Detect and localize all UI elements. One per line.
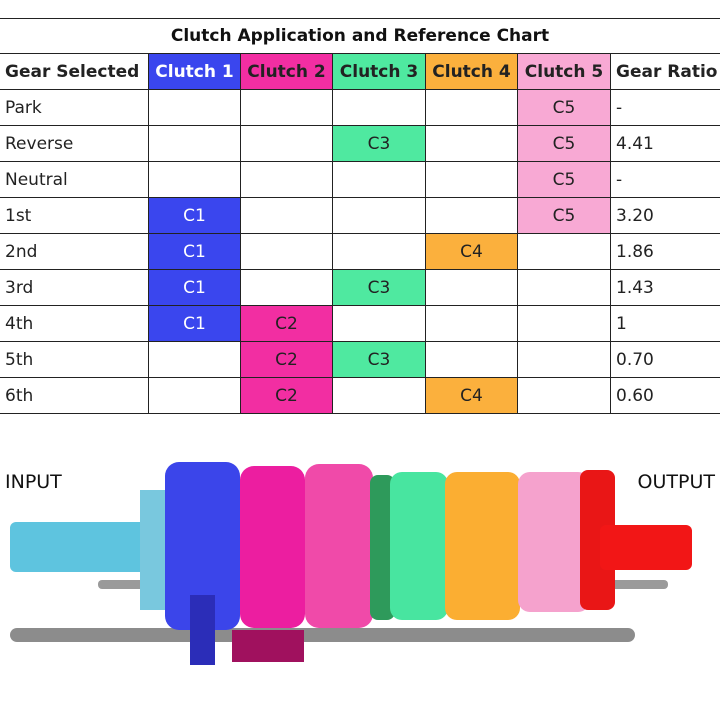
table-cell: C1 bbox=[149, 198, 241, 234]
table-cell bbox=[333, 198, 426, 234]
table-cell bbox=[149, 378, 241, 414]
rod bbox=[10, 628, 635, 642]
header-cell: Clutch 4 bbox=[426, 54, 518, 90]
table-cell bbox=[149, 162, 241, 198]
header-cell: Clutch 2 bbox=[241, 54, 333, 90]
table-cell: C5 bbox=[518, 162, 611, 198]
table-cell: 1 bbox=[611, 306, 720, 342]
table-cell: C2 bbox=[241, 342, 333, 378]
table-cell bbox=[426, 126, 518, 162]
clutch-2a bbox=[240, 466, 305, 628]
table-cell bbox=[333, 90, 426, 126]
clutch-5 bbox=[518, 472, 590, 612]
table-cell: 0.60 bbox=[611, 378, 720, 414]
table-cell: C3 bbox=[333, 342, 426, 378]
header-cell: Gear Selected bbox=[0, 54, 149, 90]
table-cell: 1.43 bbox=[611, 270, 720, 306]
table-cell: 4.41 bbox=[611, 126, 720, 162]
table-cell: C4 bbox=[426, 234, 518, 270]
table-cell: 3.20 bbox=[611, 198, 720, 234]
table-cell bbox=[518, 342, 611, 378]
table-cell bbox=[333, 378, 426, 414]
table-cell: C5 bbox=[518, 198, 611, 234]
table-cell bbox=[241, 126, 333, 162]
table-cell bbox=[241, 90, 333, 126]
header-cell: Clutch 1 bbox=[149, 54, 241, 90]
output-shaft bbox=[600, 525, 692, 570]
table-cell bbox=[241, 198, 333, 234]
table-cell bbox=[426, 162, 518, 198]
table-cell bbox=[333, 306, 426, 342]
output-hub bbox=[580, 470, 615, 610]
table-cell: 1.86 bbox=[611, 234, 720, 270]
clutch-2b bbox=[305, 464, 373, 628]
table-cell: C5 bbox=[518, 90, 611, 126]
table-cell: 3rd bbox=[0, 270, 149, 306]
table-cell bbox=[241, 270, 333, 306]
table-cell bbox=[518, 306, 611, 342]
table-cell: 4th bbox=[0, 306, 149, 342]
table-cell: 6th bbox=[0, 378, 149, 414]
output-label: OUTPUT bbox=[638, 471, 716, 493]
table-cell bbox=[333, 162, 426, 198]
table-cell bbox=[149, 90, 241, 126]
table-cell: Neutral bbox=[0, 162, 149, 198]
clutch-2-arm bbox=[232, 630, 304, 662]
table-cell: C1 bbox=[149, 270, 241, 306]
table-cell bbox=[518, 378, 611, 414]
table-cell: C2 bbox=[241, 378, 333, 414]
table-cell bbox=[518, 270, 611, 306]
clutch-illustration: INPUT OUTPUT bbox=[5, 462, 716, 665]
header-cell: Clutch 5 bbox=[518, 54, 611, 90]
table-cell: 0.70 bbox=[611, 342, 720, 378]
table-cell: C3 bbox=[333, 126, 426, 162]
table-cell bbox=[426, 270, 518, 306]
table-cell bbox=[518, 234, 611, 270]
table-cell: C5 bbox=[518, 126, 611, 162]
table-cell bbox=[426, 342, 518, 378]
clutch-1-arm bbox=[190, 595, 215, 665]
header-cell: Clutch 3 bbox=[333, 54, 426, 90]
table-cell: C1 bbox=[149, 234, 241, 270]
table-cell bbox=[426, 306, 518, 342]
clutch-1 bbox=[165, 462, 240, 630]
table-cell bbox=[426, 90, 518, 126]
table-cell: C1 bbox=[149, 306, 241, 342]
table-cell bbox=[149, 126, 241, 162]
clutch-4 bbox=[445, 472, 520, 620]
table-cell: C2 bbox=[241, 306, 333, 342]
table-cell: Park bbox=[0, 90, 149, 126]
table-title: Clutch Application and Reference Chart bbox=[0, 18, 720, 54]
table-cell: - bbox=[611, 90, 720, 126]
clutch-3 bbox=[390, 472, 448, 620]
table-cell bbox=[241, 234, 333, 270]
table-cell: 1st bbox=[0, 198, 149, 234]
input-label: INPUT bbox=[5, 471, 62, 493]
header-cell: Gear Ratio bbox=[611, 54, 720, 90]
clutch-3-hub bbox=[370, 475, 395, 620]
table-cell: 2nd bbox=[0, 234, 149, 270]
table-cell: 5th bbox=[0, 342, 149, 378]
table-cell bbox=[426, 198, 518, 234]
table-cell bbox=[241, 162, 333, 198]
table-cell: C4 bbox=[426, 378, 518, 414]
table-cell bbox=[149, 342, 241, 378]
table-cell: - bbox=[611, 162, 720, 198]
table-cell: Reverse bbox=[0, 126, 149, 162]
table-cell bbox=[333, 234, 426, 270]
table-cell: C3 bbox=[333, 270, 426, 306]
input-shaft bbox=[10, 522, 150, 572]
